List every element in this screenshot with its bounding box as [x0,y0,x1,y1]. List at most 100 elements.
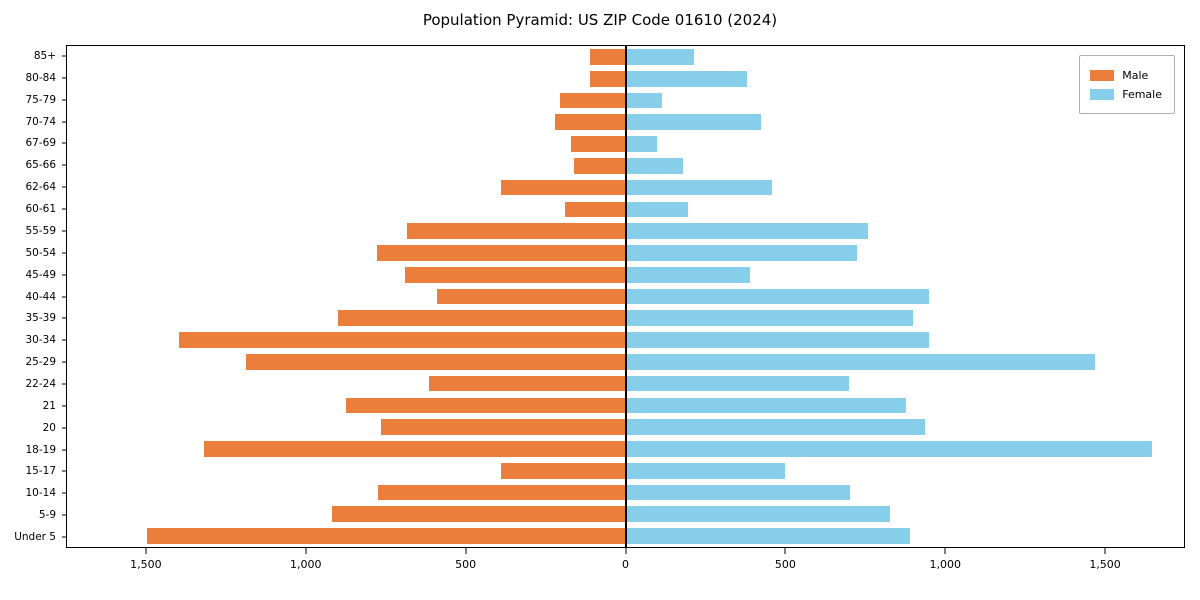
y-tick-mark [62,361,66,363]
y-tick-mark [62,296,66,297]
y-tick-mark [62,492,66,494]
y-tick-label: 40-44 [25,290,56,303]
y-tick-mark [62,317,66,319]
male-bar-62-64 [501,179,626,196]
male-bar-22-24 [429,375,626,392]
y-tick-label: 55-59 [25,224,56,237]
y-tick-mark [62,449,66,451]
x-tick-label: 1,000 [290,558,322,571]
male-bar-20 [381,419,626,436]
x-tick-label: 1,500 [130,558,162,571]
y-tick-label: 70-74 [25,115,56,128]
male-bar-21 [346,397,626,414]
female-bar-30-34 [625,332,929,348]
female-bar-18-19 [625,441,1153,457]
y-tick-label: 75-79 [25,93,56,106]
zero-axis-line [624,46,627,547]
female-bar-50-54 [625,245,857,261]
female-bar-22-24 [625,375,849,392]
y-tick-mark [62,252,66,254]
x-tick-mark [784,548,786,554]
y-tick-label: 22-24 [25,377,56,390]
male-bar-under-5 [146,528,626,544]
y-tick-label: Under 5 [14,531,56,544]
male-bar-50-54 [376,245,626,261]
y-tick-label: 35-39 [25,312,56,325]
y-tick-mark [62,186,66,188]
y-tick-mark [62,339,66,341]
female-bar-67-69 [625,136,658,152]
male-bar-85+ [590,49,626,65]
x-tick-mark [465,548,467,554]
female-bar-65-66 [625,157,683,174]
y-tick-label: 18-19 [25,443,56,456]
y-tick-label: 20 [42,421,56,434]
female-bar-35-39 [625,310,913,327]
female-bar-45-49 [625,266,750,283]
y-tick-label: 50-54 [25,246,56,259]
male-bar-18-19 [204,441,626,457]
male-bar-40-44 [437,288,626,305]
x-tick-mark [305,548,307,554]
male-bar-30-34 [178,332,626,348]
y-tick-mark [62,77,66,79]
y-tick-label: 25-29 [25,356,56,369]
female-bar-60-61 [625,201,688,218]
female-bar-85+ [625,49,695,65]
female-bar-5-9 [625,506,891,523]
x-tick-label: 0 [622,558,629,571]
male-bar-45-49 [405,266,626,283]
y-tick-mark [62,470,66,472]
male-bar-70-74 [555,114,626,131]
x-tick-label: 1,000 [929,558,961,571]
x-tick-mark [1104,548,1106,554]
y-axis-labels: 85+ 80-84 75-79 70-74 67-69 65-66 62-64 60-61 55… [0,45,66,548]
female-bar-70-74 [625,114,762,131]
y-tick-mark [62,121,66,123]
y-tick-mark [62,405,66,407]
pyramid-bars [67,46,1184,547]
y-tick-mark [62,383,66,385]
y-tick-mark [62,230,66,232]
male-bar-5-9 [331,506,626,523]
y-tick-mark [62,142,66,144]
male-bar-35-39 [338,310,626,327]
male-legend-label: Male [1122,68,1149,82]
male-legend-swatch [1090,69,1115,81]
female-bar-21 [625,397,907,414]
y-tick-label: 10-14 [25,487,56,500]
chart-title: Population Pyramid: US ZIP Code 01610 (2… [422,11,778,29]
y-tick-label: 65-66 [25,159,56,172]
y-tick-label: 15-17 [25,465,56,478]
y-tick-label: 67-69 [25,137,56,150]
y-tick-mark [62,55,66,57]
y-tick-mark [62,99,66,101]
x-axis-labels: 1,500 1,000 500 0 500 1,000 1,500 [66,558,1185,574]
female-bar-20 [625,419,926,436]
y-tick-mark [62,514,66,516]
male-bar-55-59 [406,223,626,239]
female-bar-80-84 [625,70,747,87]
female-legend-swatch [1090,88,1115,100]
x-tick-mark [944,548,946,554]
y-tick-label: 45-49 [25,268,56,281]
male-bar-25-29 [245,354,626,370]
male-bar-65-66 [574,157,626,174]
y-tick-label: 30-34 [25,334,56,347]
legend: Male Female [1079,55,1175,114]
y-tick-mark [62,274,66,276]
x-tick-mark [625,548,626,554]
female-bar-62-64 [625,179,773,196]
x-tick-label: 1,500 [1089,558,1121,571]
y-tick-label: 5-9 [38,509,56,522]
y-tick-mark [62,208,66,210]
y-tick-label: 85+ [33,49,56,62]
legend-entry-female: Female [1090,86,1162,102]
y-tick-label: 60-61 [25,203,56,216]
y-tick-mark [62,536,66,538]
male-bar-15-17 [501,462,626,479]
female-bar-10-14 [625,484,851,501]
male-bar-80-84 [590,70,626,87]
x-axis-ticks [66,548,1185,554]
